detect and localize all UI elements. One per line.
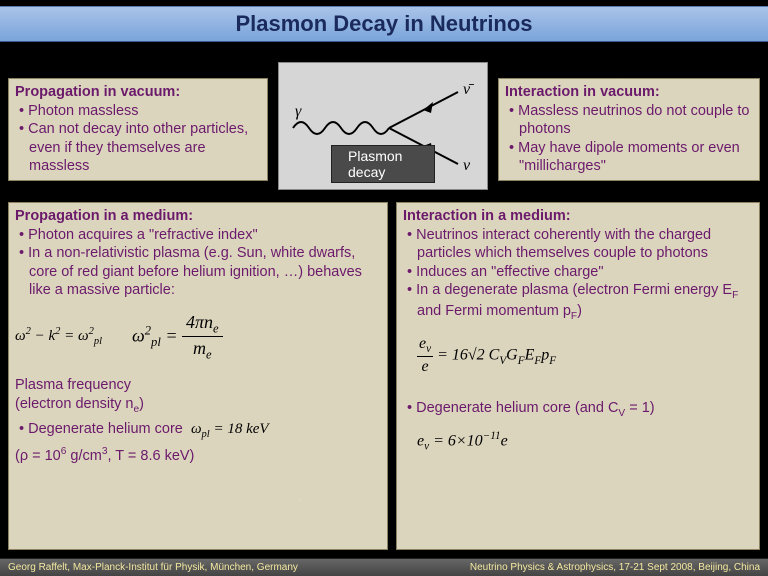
footer-right: Neutrino Physics & Astrophysics, 17-21 S… — [470, 562, 760, 573]
plasma-freq-label: Plasma frequency(electron density ne) — [15, 377, 144, 412]
list-item: Induces an "effective charge" — [405, 263, 753, 282]
box-propagation-vacuum: Propagation in vacuum: Photon massless C… — [8, 78, 268, 181]
equation-eff-charge: eνe = 16√2 CVGFEFpF — [417, 331, 753, 381]
svg-text:ν: ν — [463, 157, 471, 174]
box-interaction-medium: Interaction in a medium: Neutrinos inter… — [396, 202, 760, 550]
footer-left: Georg Raffelt, Max-Planck-Institut für P… — [8, 562, 298, 573]
list-item: Degenerate helium core ωpl = 18 keV — [17, 420, 381, 441]
list-item: Photon massless — [17, 102, 261, 121]
page-title: Plasmon Decay in Neutrinos — [0, 6, 768, 42]
diagram-caption: Plasmon decay — [331, 145, 435, 183]
box-propagation-medium: Propagation in a medium: Photon acquires… — [8, 202, 388, 550]
list-item: Degenerate helium core (and CV = 1) — [405, 399, 753, 420]
plasmon-diagram: γ ν̄ ν Plasmon decay — [278, 62, 488, 190]
list-item: Can not decay into other particles, even… — [17, 120, 261, 176]
svg-text:γ: γ — [295, 103, 302, 120]
box1-header: Propagation in vacuum: — [15, 83, 261, 102]
list-item: Photon acquires a "refractive index" — [17, 226, 381, 245]
box4-header: Interaction in a medium: — [403, 207, 753, 226]
equation-plasma-freq: ω2pl = 4πneme — [132, 308, 223, 366]
box2-header: Interaction in vacuum: — [505, 83, 753, 102]
degenerate-params: (ρ = 106 g/cm3, T = 8.6 keV) — [15, 445, 381, 465]
list-item: In a non-relativistic plasma (e.g. Sun, … — [17, 244, 381, 300]
equation-dispersion: ω2 − k2 = ω2pl — [15, 322, 102, 351]
equation-enu-value: eν = 6×10−11e — [417, 426, 753, 457]
list-item: May have dipole moments or even "millich… — [507, 139, 753, 176]
footer-bar: Georg Raffelt, Max-Planck-Institut für P… — [0, 558, 768, 576]
svg-text:ν̄: ν̄ — [463, 81, 474, 98]
box-interaction-vacuum: Interaction in vacuum: Massless neutrino… — [498, 78, 760, 181]
list-item: Massless neutrinos do not couple to phot… — [507, 102, 753, 139]
box3-header: Propagation in a medium: — [15, 207, 381, 226]
list-item: Neutrinos interact coherently with the c… — [405, 226, 753, 263]
list-item: In a degenerate plasma (electron Fermi e… — [405, 281, 753, 323]
